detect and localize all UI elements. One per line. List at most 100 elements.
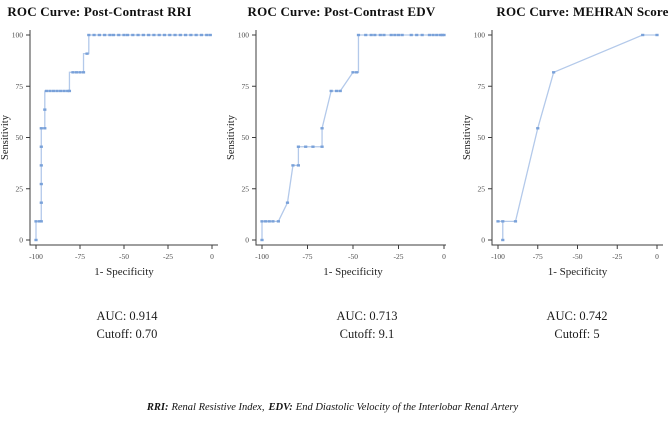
data-point	[351, 71, 355, 74]
data-point	[364, 33, 368, 37]
y-tick-label: 50	[16, 133, 24, 142]
data-point	[296, 164, 300, 167]
data-point	[396, 33, 401, 37]
data-point	[335, 89, 339, 93]
data-point	[355, 71, 359, 74]
data-point	[44, 89, 49, 93]
roc-markers	[34, 33, 212, 242]
data-point	[296, 145, 300, 148]
y-tick-label: 0	[481, 236, 485, 245]
data-point	[431, 33, 435, 37]
data-point	[291, 164, 295, 167]
x-tick-label: -50	[348, 252, 358, 261]
auc-block-mehran: AUC: 0.742 Cutoff: 5	[507, 307, 647, 343]
x-tick-label: -25	[612, 252, 622, 261]
y-tick-label: 50	[478, 133, 486, 142]
cutoff-value: Cutoff: 0.70	[96, 327, 158, 341]
data-point	[382, 33, 386, 37]
data-point	[39, 201, 43, 204]
y-tick-label: 75	[478, 82, 486, 91]
data-point	[55, 89, 59, 93]
data-point	[271, 220, 275, 223]
data-point	[39, 145, 43, 148]
data-point	[92, 33, 96, 37]
data-point	[393, 33, 397, 37]
data-point	[320, 127, 324, 130]
data-point	[552, 71, 556, 74]
data-point	[260, 220, 264, 223]
data-point	[338, 89, 342, 93]
data-point	[48, 89, 52, 93]
data-point	[71, 71, 75, 74]
data-point	[356, 33, 361, 37]
roc-chart-rri: 0 25 50 75 100 -100 -75 -50 -25 0 1- Specificity Se…	[0, 30, 218, 278]
data-point	[52, 89, 56, 93]
data-point	[285, 201, 290, 204]
data-point	[389, 33, 393, 37]
data-point	[427, 33, 432, 37]
y-axis-title: Sensitivity	[462, 114, 473, 160]
data-point	[189, 33, 193, 37]
x-axis-title: 1- Specificity	[94, 266, 154, 278]
y-tick-label: 75	[242, 82, 250, 91]
y-tick-label: 25	[242, 184, 250, 193]
x-tick-label: -75	[533, 252, 543, 261]
data-point	[400, 33, 404, 37]
data-point	[43, 108, 47, 111]
data-point	[147, 33, 151, 37]
data-point	[141, 33, 145, 37]
y-tick-label: 100	[474, 31, 486, 40]
x-tick-label: -75	[303, 252, 313, 261]
data-point	[184, 33, 188, 37]
data-point	[329, 89, 333, 93]
roc-markers	[496, 33, 659, 242]
data-point	[111, 33, 116, 37]
data-point	[136, 33, 140, 37]
x-tick-label: 0	[442, 252, 446, 261]
data-point	[122, 33, 126, 37]
x-axis-title: 1- Specificity	[548, 266, 608, 278]
data-point	[536, 127, 540, 130]
data-point	[369, 33, 373, 37]
data-point	[66, 89, 70, 93]
data-point	[125, 33, 130, 37]
data-point	[178, 33, 182, 37]
auc-value: AUC: 0.713	[336, 309, 398, 323]
data-point	[438, 33, 442, 37]
data-point	[39, 164, 43, 167]
x-tick-label: -100	[255, 252, 269, 261]
data-point	[440, 33, 444, 37]
data-point	[496, 220, 500, 223]
panel-title-edv: ROC Curve: Post-Contrast EDV	[247, 4, 436, 19]
auc-block-rri: AUC: 0.914 Cutoff: 0.70	[57, 307, 197, 343]
x-tick-label: 0	[210, 252, 214, 261]
data-point	[81, 71, 86, 74]
x-tick-label: -50	[119, 252, 129, 261]
roc-curve	[261, 34, 444, 240]
x-axis-title: 1- Specificity	[323, 266, 383, 278]
data-point	[85, 52, 89, 55]
x-tick-label: -75	[75, 252, 85, 261]
auc-block-edv: AUC: 0.713 Cutoff: 9.1	[297, 307, 437, 343]
y-axis-title: Sensitivity	[226, 114, 237, 160]
x-tick-label: -100	[29, 252, 43, 261]
data-point	[199, 33, 204, 37]
cutoff-value: Cutoff: 9.1	[339, 327, 395, 341]
data-point	[157, 33, 161, 37]
data-point	[208, 33, 212, 37]
data-point	[435, 33, 439, 37]
data-point	[415, 33, 419, 37]
roc-curve	[35, 34, 212, 240]
data-point	[260, 238, 264, 242]
caption-rri-text: Renal Resistive Index,	[171, 402, 265, 413]
data-point	[103, 33, 107, 37]
y-tick-label: 0	[19, 236, 23, 245]
data-point	[59, 89, 63, 93]
panel-title-mehran: ROC Curve: MEHRAN Score	[496, 4, 669, 19]
data-point	[378, 33, 382, 37]
data-point	[43, 127, 47, 130]
data-point	[37, 220, 42, 223]
caption-edv-abbr: EDV:	[268, 402, 293, 413]
data-point	[34, 238, 38, 242]
